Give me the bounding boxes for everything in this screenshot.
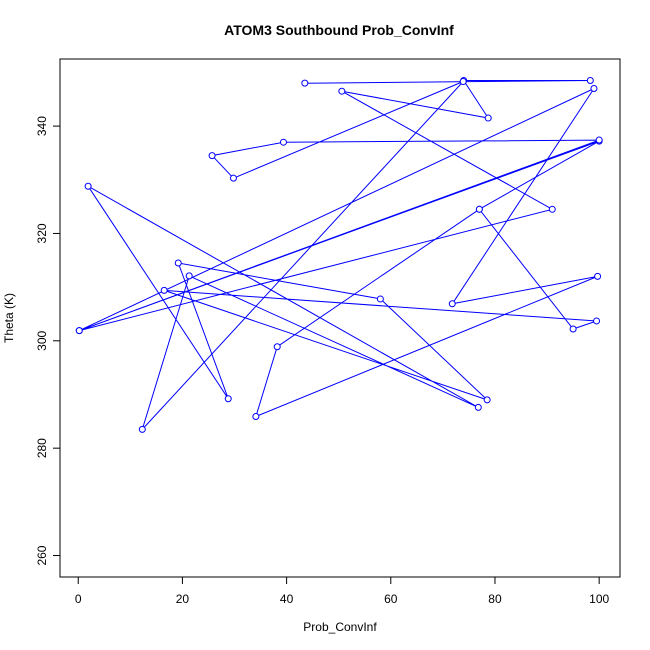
- y-tick-label: 280: [35, 438, 49, 458]
- x-tick-label: 80: [488, 592, 502, 606]
- x-axis-label: Prob_ConvInf: [303, 620, 377, 634]
- data-point: [376, 295, 384, 303]
- data-point: [174, 259, 182, 267]
- y-tick-label: 340: [35, 116, 49, 136]
- data-point: [590, 85, 598, 93]
- x-axis: 0 20 40 60 80 100: [75, 576, 609, 606]
- y-axis-label: Theta (K): [2, 293, 16, 343]
- data-point: [569, 325, 577, 333]
- data-point: [279, 138, 287, 146]
- data-point: [593, 317, 601, 325]
- x-tick-label: 40: [280, 592, 294, 606]
- data-point: [483, 396, 491, 404]
- y-tick-label: 300: [35, 330, 49, 350]
- series-line: [79, 80, 600, 430]
- data-point: [138, 425, 146, 433]
- data-point: [484, 114, 492, 122]
- data-point: [273, 343, 281, 351]
- data-point: [84, 182, 92, 190]
- data-point: [229, 174, 237, 182]
- data-point: [208, 152, 216, 160]
- data-point: [594, 272, 602, 280]
- data-point: [252, 413, 260, 421]
- data-point: [474, 403, 482, 411]
- data-point: [301, 79, 309, 87]
- data-point: [548, 205, 556, 213]
- chart-title: ATOM3 Southbound Prob_ConvInf: [224, 22, 454, 38]
- series-layer: [75, 76, 603, 433]
- data-point: [160, 286, 168, 294]
- data-point: [224, 395, 232, 403]
- data-point: [448, 300, 456, 308]
- y-axis: 260 280 300 320 340: [35, 116, 61, 566]
- y-tick-label: 260: [35, 545, 49, 565]
- x-tick-label: 20: [176, 592, 190, 606]
- x-tick-label: 0: [75, 592, 82, 606]
- data-point: [475, 205, 483, 213]
- data-point: [185, 272, 193, 280]
- data-point: [75, 327, 83, 335]
- data-point: [459, 78, 467, 86]
- data-point: [595, 136, 603, 144]
- y-tick-label: 320: [35, 223, 49, 243]
- data-point: [338, 87, 346, 95]
- data-point: [586, 76, 594, 84]
- x-tick-label: 60: [384, 592, 398, 606]
- x-tick-label: 100: [589, 592, 609, 606]
